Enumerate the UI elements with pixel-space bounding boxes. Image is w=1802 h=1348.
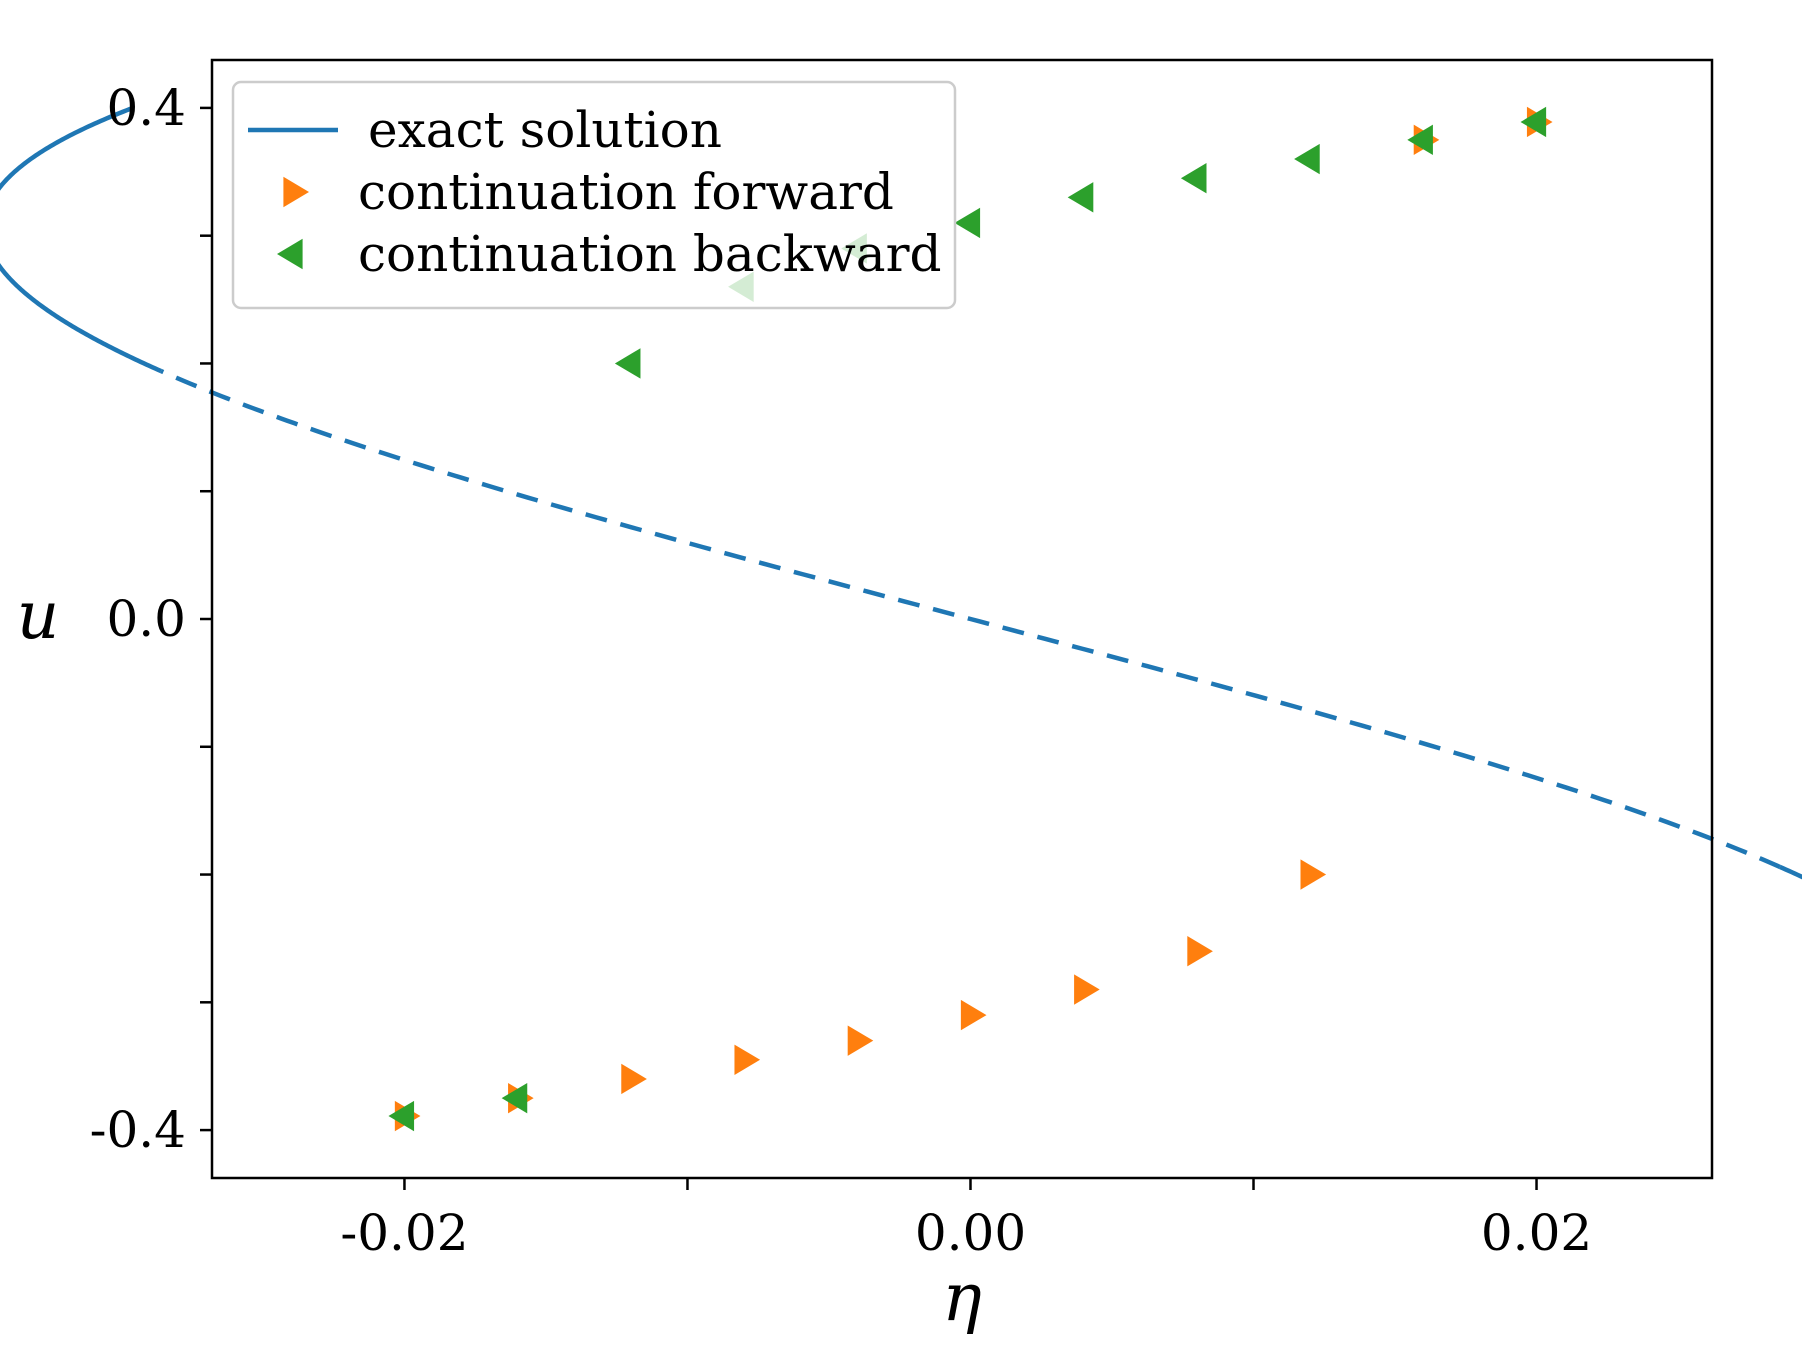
backward-marker: [954, 207, 981, 239]
legend-box: [231, 80, 957, 310]
backward-marker: [1067, 182, 1094, 213]
y-tick-label: -0.4: [90, 1101, 186, 1159]
x-axis-label: η: [942, 1259, 982, 1336]
forward-marker: [960, 999, 987, 1031]
backward-marker: [1180, 162, 1207, 194]
x-tick-label: -0.02: [340, 1204, 468, 1262]
backward-marker: [388, 1100, 415, 1132]
legend-label: exact solution: [368, 101, 722, 159]
plot-data: [0, 105, 1802, 1132]
forward-marker: [621, 1063, 647, 1095]
y-axis-label: u: [17, 577, 60, 654]
x-tick-label: 0.00: [915, 1204, 1026, 1262]
backward-marker: [501, 1082, 528, 1114]
forward-marker: [1187, 936, 1213, 967]
exact-solution-line-lower: [1778, 864, 1802, 880]
legend-swatch-backward: [277, 238, 303, 270]
forward-marker: [1074, 974, 1100, 1005]
legend-swatch-forward: [283, 176, 309, 208]
y-tick-label: 0.0: [106, 590, 186, 648]
y-tick-label: 0.4: [106, 79, 186, 137]
axis-ticks: -0.02 0.00 0.02 -0.4 0.0 0.4: [90, 79, 1593, 1262]
forward-marker: [734, 1044, 761, 1076]
x-tick-label: 0.02: [1481, 1204, 1592, 1262]
backward-marker: [614, 348, 641, 379]
exact-solution-line-upper: [0, 105, 162, 374]
forward-marker: [1300, 859, 1327, 890]
backward-marker: [1294, 143, 1320, 175]
forward-marker: [847, 1025, 874, 1056]
exact-solution-line-unstable: [160, 369, 1781, 869]
legend-label: continuation backward: [358, 225, 942, 283]
backward-marker: [1407, 124, 1433, 156]
legend-label: continuation forward: [358, 163, 894, 221]
backward-marker: [1520, 106, 1547, 138]
